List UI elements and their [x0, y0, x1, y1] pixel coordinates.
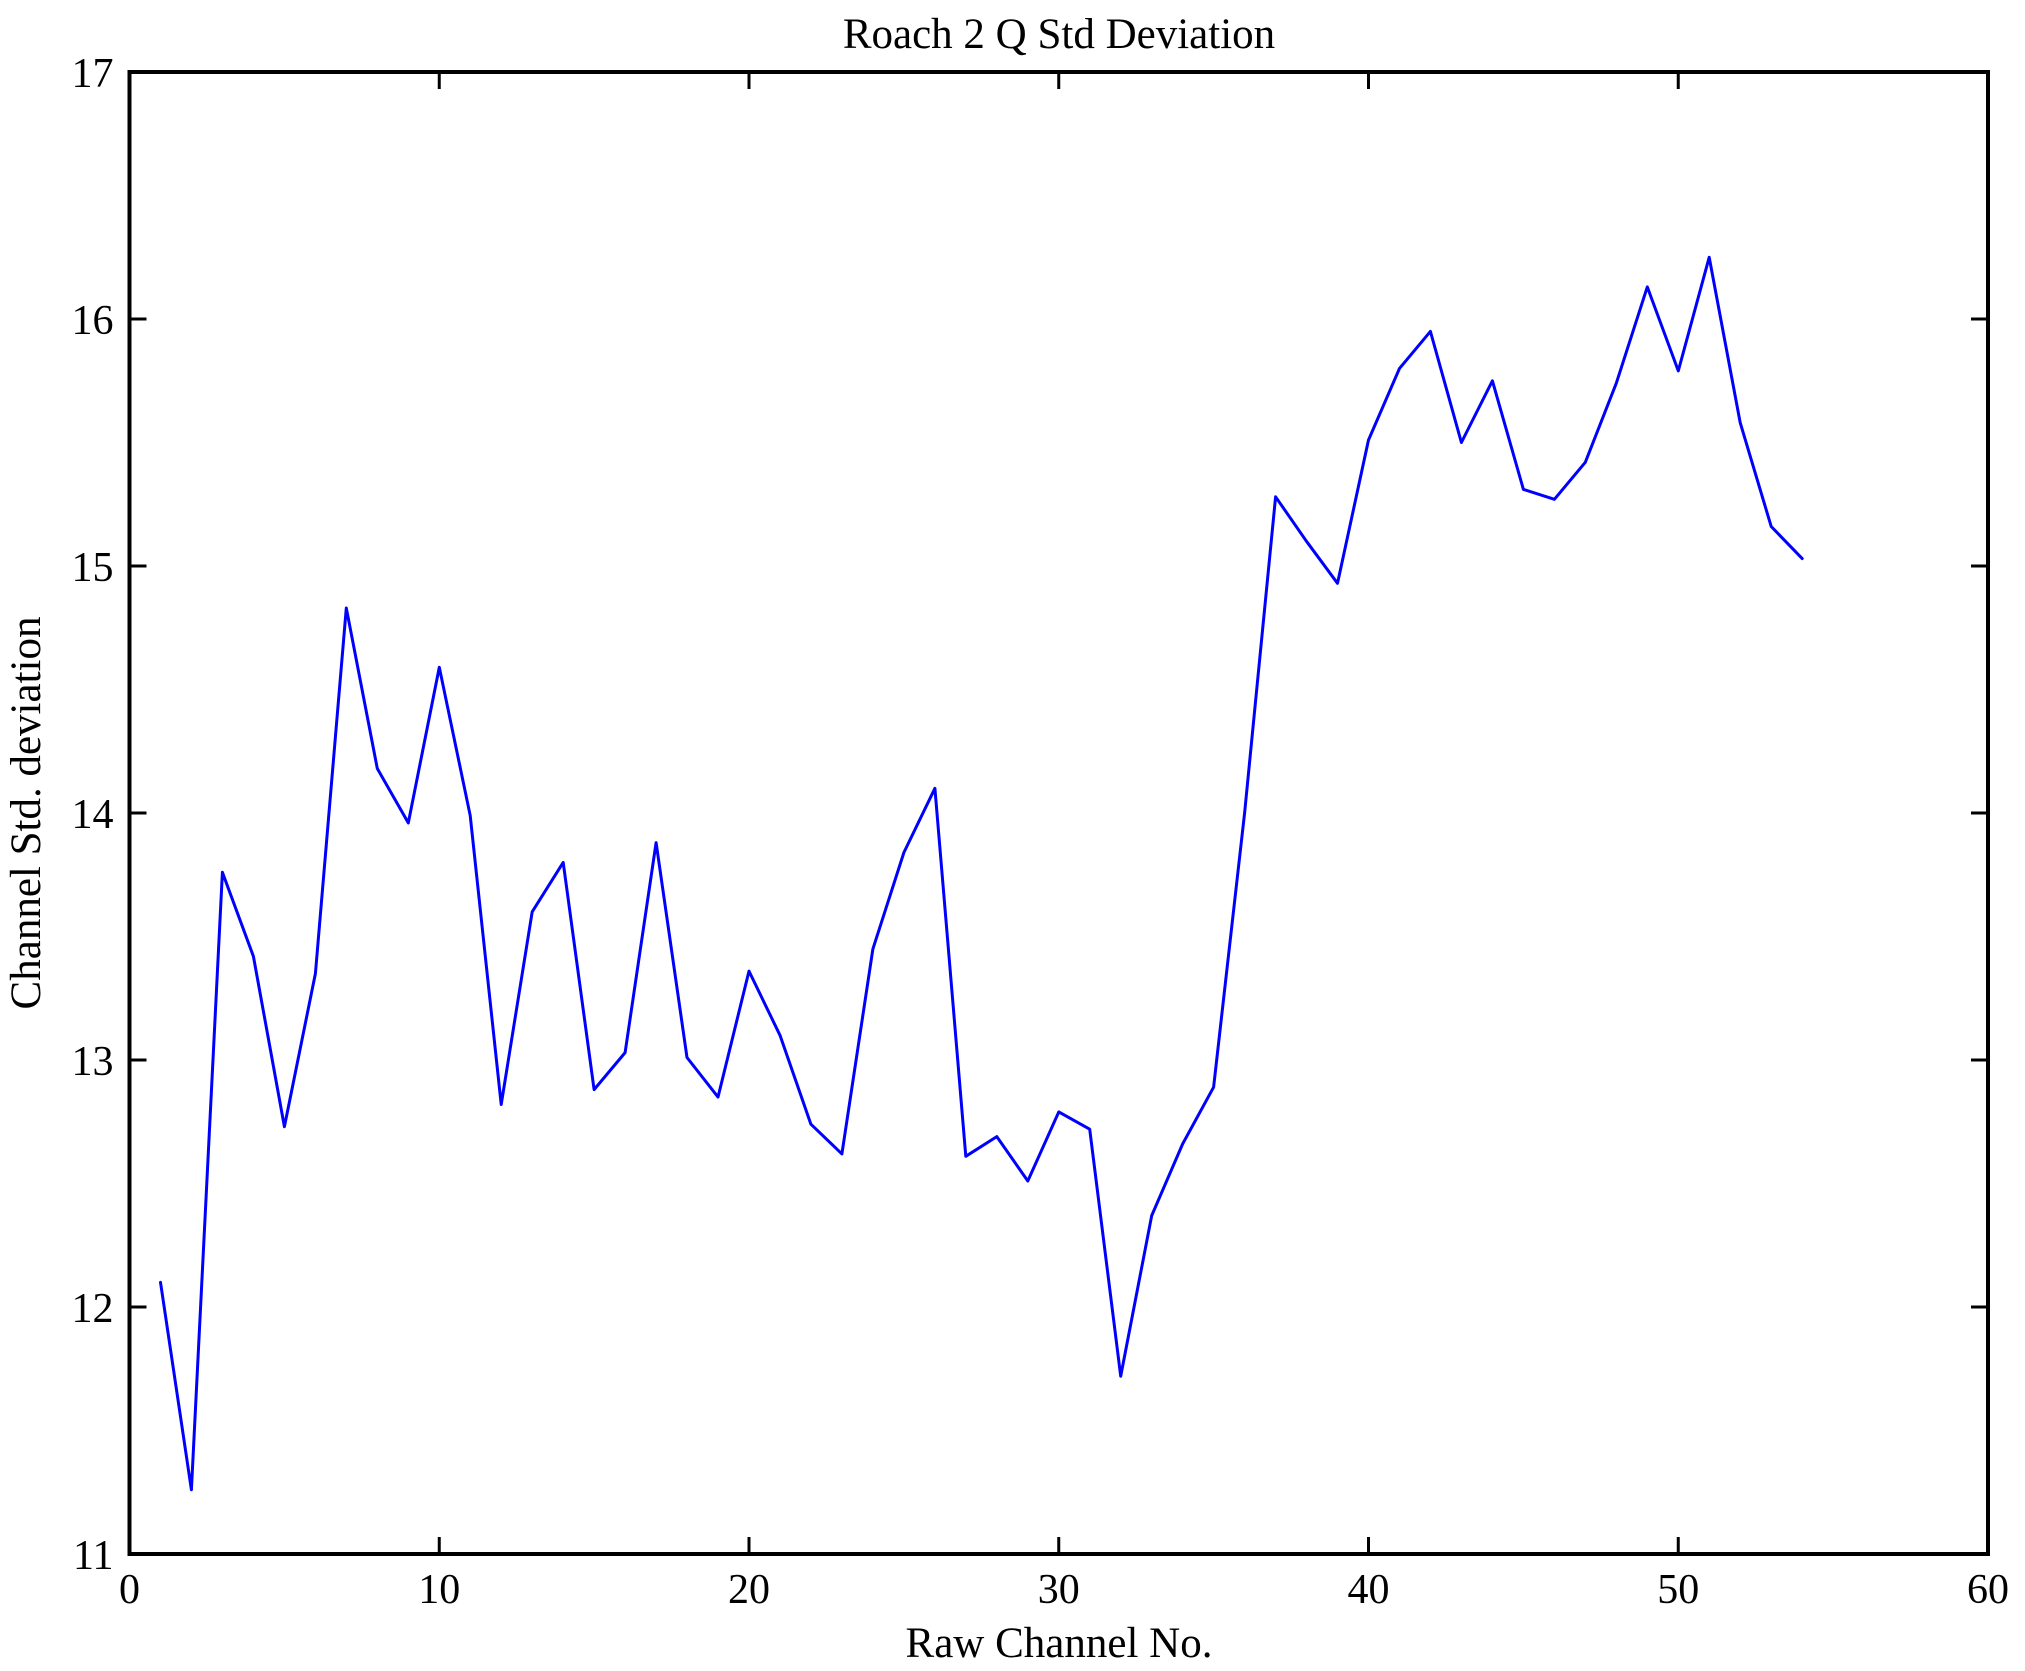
y-tick-label: 11	[73, 1533, 113, 1579]
axes-layer: 0 10 20 30 40 50 60 11 12 13 14 15 16 17	[72, 51, 2010, 1613]
x-tick-label: 30	[1038, 1567, 1080, 1613]
y-tick-label: 13	[72, 1039, 114, 1085]
x-axis-label: Raw Channel No.	[906, 1620, 1213, 1667]
x-tick-label: 10	[418, 1567, 460, 1613]
y-tick-label: 14	[72, 792, 114, 838]
x-tick-label: 0	[119, 1567, 140, 1613]
y-axis-label: Channel Std. deviation	[3, 617, 50, 1010]
y-tick-label: 16	[72, 298, 114, 344]
plot-border	[127, 70, 1990, 1556]
x-tick-label: 60	[1967, 1567, 2009, 1613]
data-line	[159, 255, 1804, 1492]
series-layer	[159, 255, 1804, 1492]
x-tick-label: 40	[1348, 1567, 1390, 1613]
x-tick-label: 20	[728, 1567, 770, 1613]
chart-title: Roach 2 Q Std Deviation	[843, 11, 1275, 58]
y-tick-label: 12	[72, 1286, 114, 1332]
y-tick-label: 17	[72, 51, 114, 97]
x-tick-label: 50	[1657, 1567, 1699, 1613]
y-tick-label: 15	[72, 545, 114, 591]
